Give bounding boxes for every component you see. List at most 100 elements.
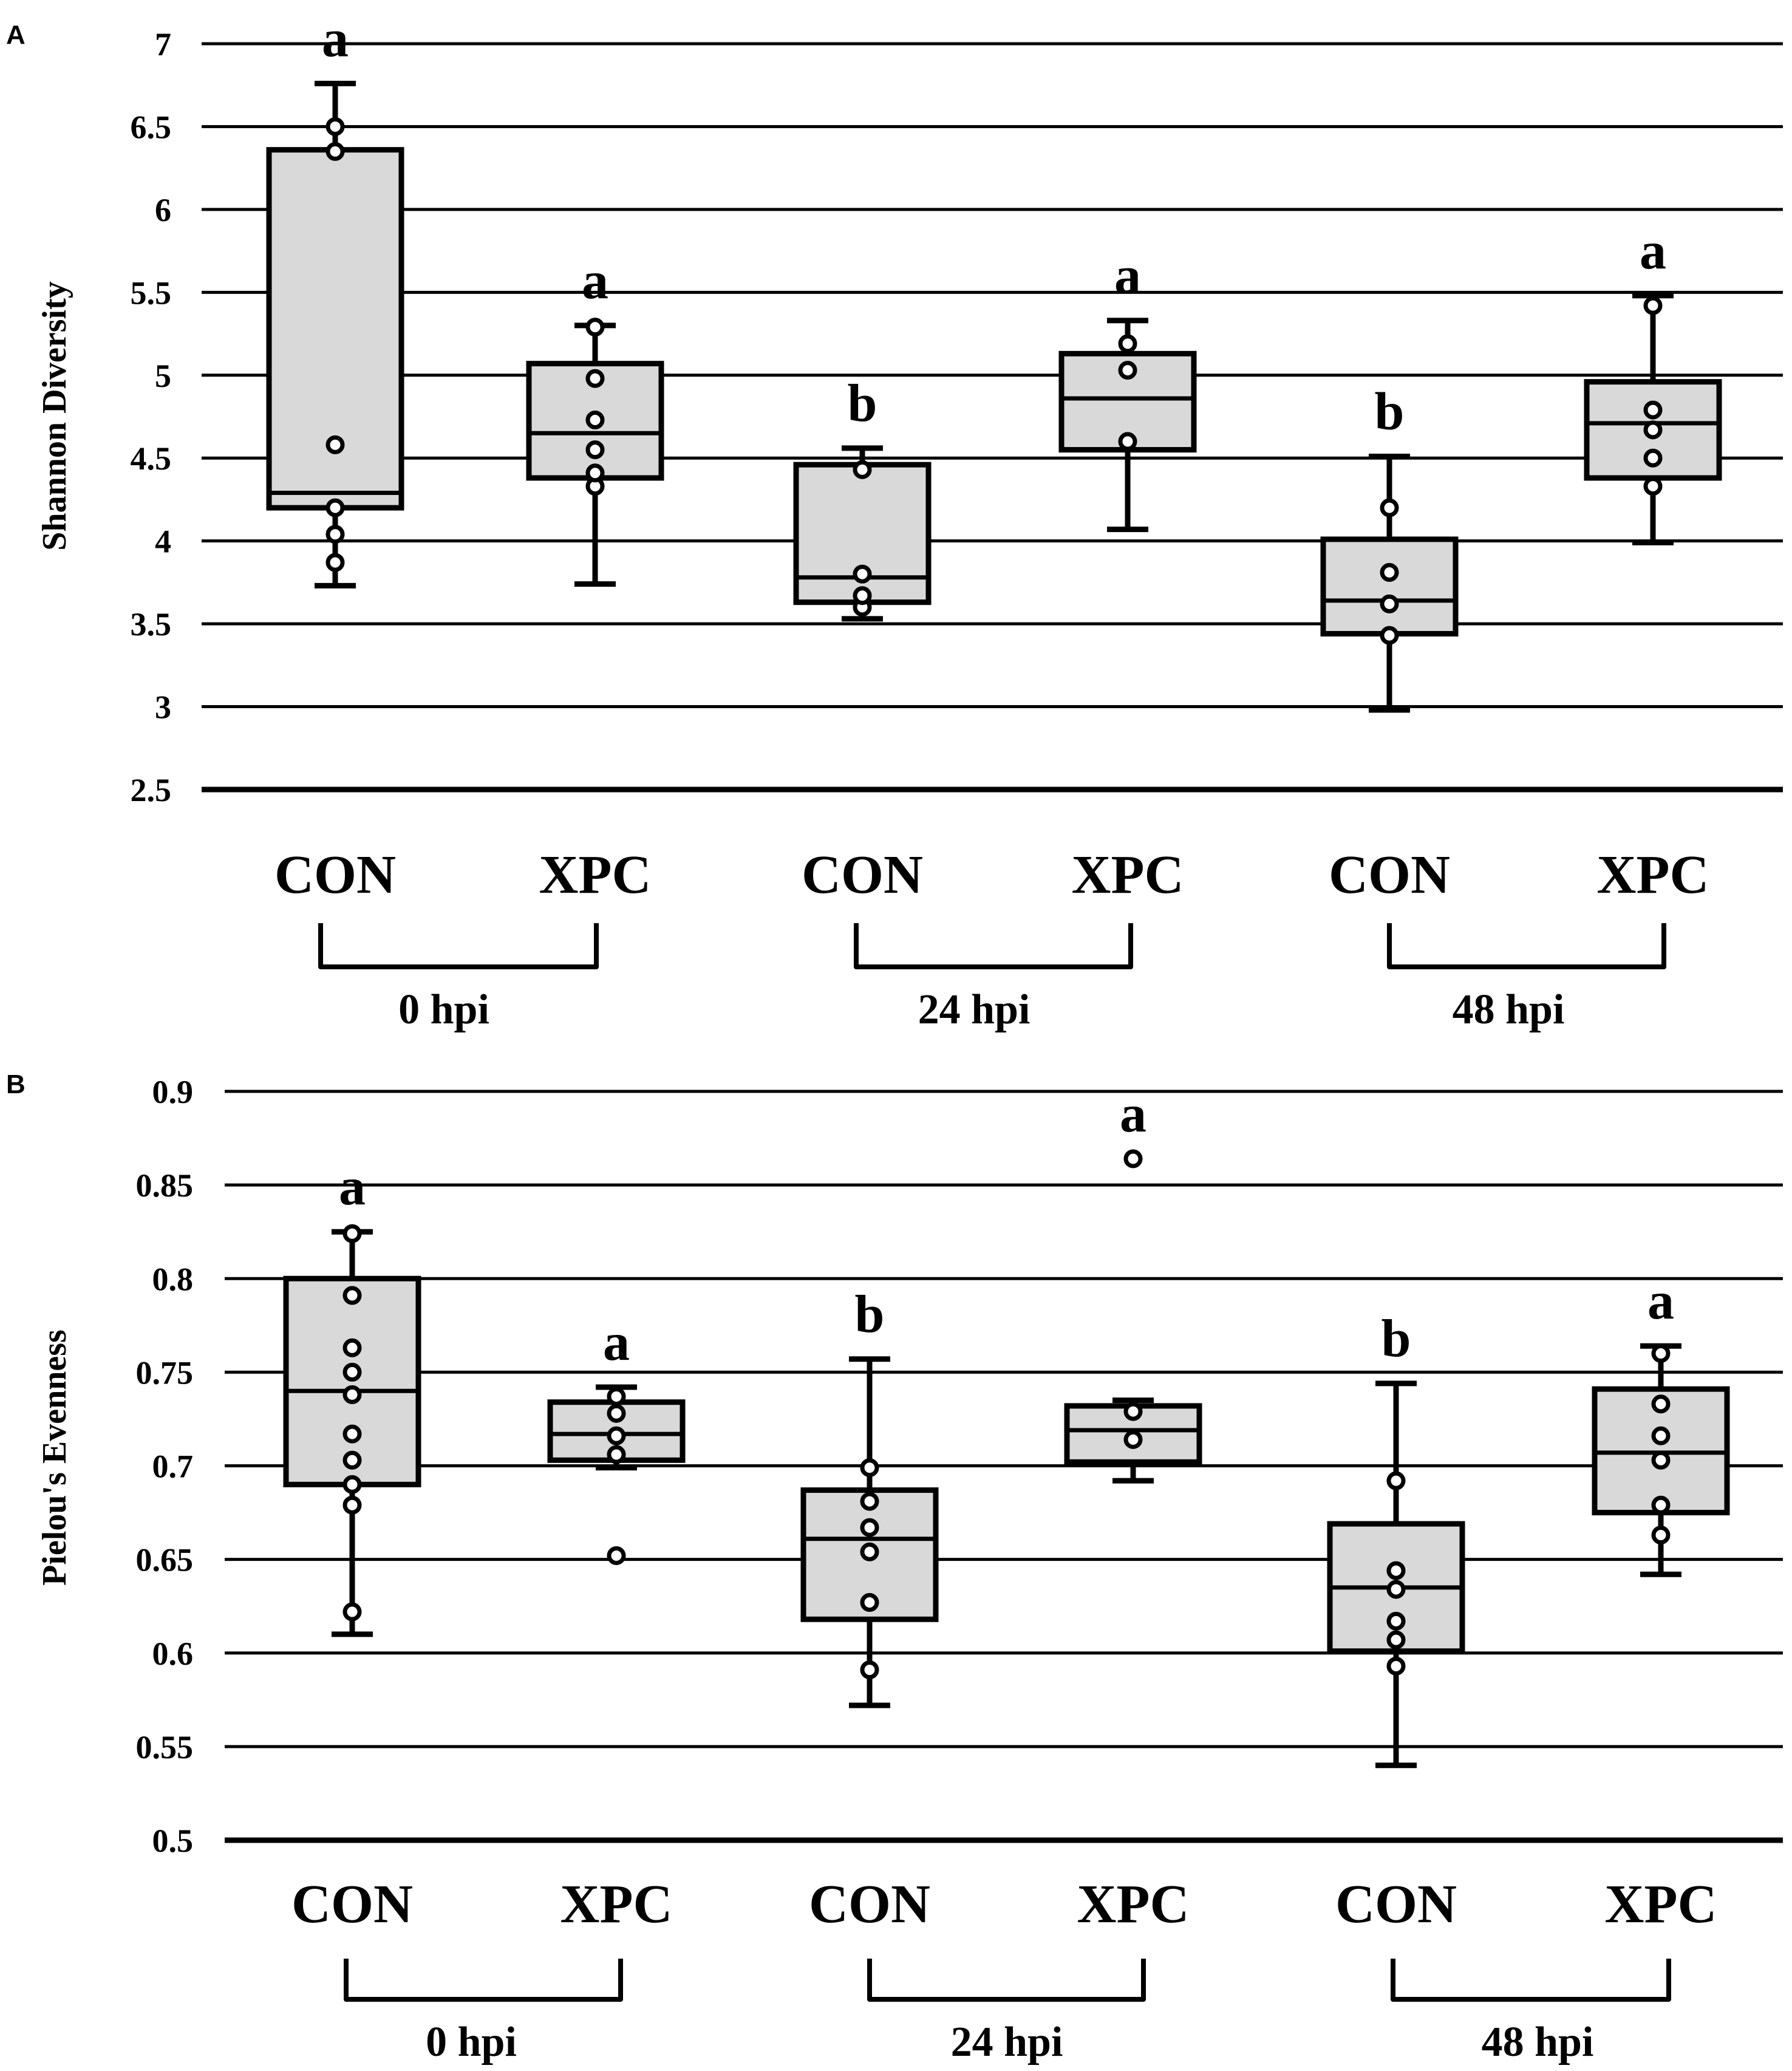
boxplot-con-24-hpi: b bbox=[800, 1285, 939, 1708]
category-label: XPC bbox=[1072, 845, 1184, 905]
group-label: 24 hpi bbox=[951, 2019, 1063, 2066]
data-point bbox=[607, 1426, 626, 1445]
data-point bbox=[342, 1224, 362, 1243]
group-label: 48 hpi bbox=[1482, 2019, 1594, 2066]
data-point bbox=[1386, 1630, 1406, 1650]
significance-letter: b bbox=[1375, 382, 1405, 441]
significance-letter: a bbox=[603, 1313, 630, 1372]
data-point bbox=[1380, 626, 1399, 645]
data-point bbox=[342, 1286, 362, 1305]
boxplot-xpc-24-hpi: a bbox=[1058, 247, 1197, 533]
y-tick-label: 4.5 bbox=[131, 440, 172, 477]
data-point bbox=[1651, 1495, 1671, 1515]
panel-b-group-brackets: 0 hpi 24 hpi 48 hpi bbox=[344, 1959, 1671, 2066]
group-label: 0 hpi bbox=[398, 986, 489, 1033]
panel-b: B Pielou's Evenness 0.5 0.55 0.6 0.65 0.7 0.7… bbox=[6, 1070, 1783, 2066]
panel-a-label: A bbox=[6, 20, 26, 50]
y-tick-label: 0.85 bbox=[136, 1167, 194, 1204]
panel-b-label: B bbox=[6, 1070, 26, 1099]
data-point bbox=[1643, 448, 1663, 468]
y-tick-label: 5 bbox=[155, 358, 171, 394]
boxplot-xpc-0-hpi: a bbox=[526, 251, 664, 587]
data-point bbox=[860, 1660, 879, 1679]
data-point bbox=[860, 1458, 879, 1478]
y-tick-label: 0.9 bbox=[152, 1074, 194, 1110]
significance-letter: a bbox=[339, 1158, 366, 1216]
y-tick-label: 0.7 bbox=[152, 1448, 194, 1485]
panel-b-y-tick-labels: 0.5 0.55 0.6 0.65 0.7 0.75 0.8 0.85 0.9 bbox=[136, 1074, 194, 1859]
data-point bbox=[607, 1445, 626, 1464]
group-bracket bbox=[1391, 1959, 1671, 2002]
panel-b-y-axis-title: Pielou's Evenness bbox=[36, 1329, 73, 1586]
data-point bbox=[1380, 594, 1399, 613]
panel-a-y-axis-title: Shannon Diversity bbox=[36, 281, 73, 550]
y-tick-label: 5.5 bbox=[131, 275, 172, 311]
group-bracket bbox=[344, 1959, 623, 2002]
data-point bbox=[585, 369, 605, 388]
data-point bbox=[607, 1404, 626, 1423]
significance-letter: b bbox=[855, 1285, 885, 1344]
y-tick-label: 0.55 bbox=[136, 1729, 194, 1766]
boxplot-xpc-0-hpi: a bbox=[547, 1313, 686, 1565]
data-point bbox=[585, 463, 605, 483]
data-point bbox=[325, 117, 345, 136]
data-point bbox=[1386, 1580, 1406, 1599]
data-point bbox=[1651, 1344, 1671, 1363]
boxplot-xpc-48-hpi: a bbox=[1592, 1272, 1730, 1577]
data-point bbox=[853, 586, 872, 606]
data-point bbox=[1386, 1656, 1406, 1676]
data-point bbox=[607, 1387, 626, 1406]
data-point bbox=[325, 435, 345, 454]
data-point bbox=[325, 553, 345, 572]
data-point bbox=[585, 410, 605, 429]
data-point bbox=[853, 564, 872, 584]
data-point bbox=[853, 460, 872, 479]
category-label: CON bbox=[291, 1874, 413, 1934]
panel-a-gridlines bbox=[202, 42, 1783, 793]
data-point bbox=[1651, 1526, 1671, 1545]
panel-a-boxplots: a a b a b a bbox=[266, 9, 1722, 713]
y-tick-label: 7 bbox=[155, 26, 171, 63]
data-point bbox=[1386, 1471, 1406, 1490]
group-bracket bbox=[854, 923, 1133, 969]
panel-a-category-labels: CON XPC CON XPC CON XPC bbox=[274, 845, 1709, 905]
data-point bbox=[325, 525, 345, 544]
data-point bbox=[1643, 420, 1663, 440]
data-point bbox=[342, 1475, 362, 1494]
data-point bbox=[1651, 1394, 1671, 1414]
boxplot-con-0-hpi: a bbox=[283, 1158, 421, 1637]
data-point bbox=[860, 1492, 879, 1511]
significance-letter: b bbox=[848, 374, 877, 433]
data-point bbox=[325, 142, 345, 161]
y-tick-label: 3 bbox=[155, 689, 171, 726]
boxplot-con-48-hpi: b bbox=[1327, 1309, 1465, 1769]
y-tick-label: 6 bbox=[155, 192, 171, 228]
y-tick-label: 0.6 bbox=[152, 1636, 194, 1672]
y-tick-label: 0.65 bbox=[136, 1542, 194, 1578]
data-point bbox=[342, 1495, 362, 1515]
category-label: CON bbox=[1329, 845, 1450, 905]
group-bracket bbox=[867, 1959, 1146, 2002]
y-tick-label: 0.8 bbox=[152, 1261, 194, 1297]
category-label: XPC bbox=[1605, 1874, 1717, 1934]
group-bracket bbox=[1387, 923, 1666, 969]
y-tick-label: 6.5 bbox=[131, 109, 172, 145]
data-point bbox=[1651, 1426, 1671, 1445]
category-label: CON bbox=[274, 845, 396, 905]
data-point bbox=[1643, 477, 1663, 496]
group-label: 24 hpi bbox=[918, 986, 1031, 1033]
y-tick-label: 4 bbox=[155, 524, 171, 560]
group-bracket bbox=[318, 923, 599, 969]
category-label: XPC bbox=[1077, 1874, 1190, 1934]
significance-letter: a bbox=[1120, 1085, 1146, 1144]
data-point bbox=[325, 498, 345, 517]
y-tick-label: 0.5 bbox=[152, 1823, 194, 1859]
data-point bbox=[585, 318, 605, 337]
category-label: CON bbox=[1335, 1874, 1457, 1934]
data-point bbox=[607, 1546, 626, 1565]
data-point bbox=[1123, 1149, 1143, 1169]
boxplot-con-48-hpi: b bbox=[1320, 382, 1459, 713]
significance-letter: a bbox=[1647, 1272, 1674, 1331]
panel-b-boxplots: a a b a b a bbox=[283, 1085, 1730, 1769]
panel-b-category-labels: CON XPC CON XPC CON XPC bbox=[291, 1874, 1717, 1934]
